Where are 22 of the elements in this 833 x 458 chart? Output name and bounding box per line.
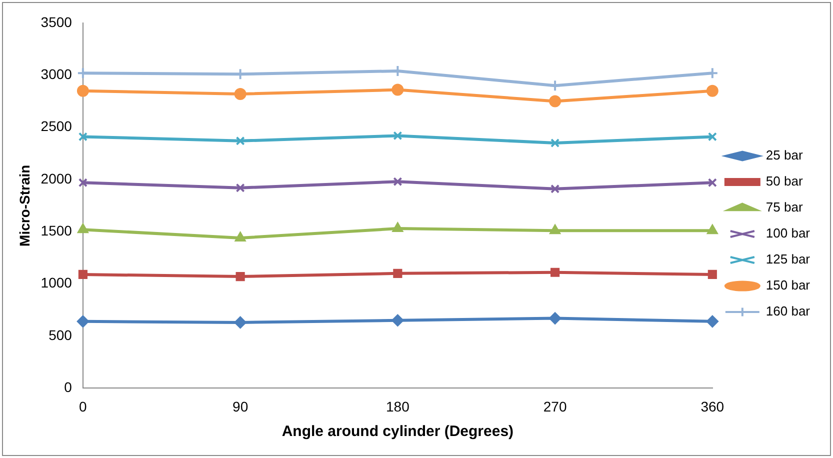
legend-label: 125 bar [766,252,811,267]
y-tick-label: 2000 [40,170,72,186]
x-tick-label: 0 [79,398,88,414]
legend-label: 50 bar [766,174,804,189]
y-tick-label: 2500 [40,118,72,134]
y-axis-title: Micro-Strain [16,164,32,246]
x-tick-label: 360 [700,398,724,414]
legend-label: 150 bar [766,278,811,293]
x-tick-label: 90 [232,398,248,414]
legend-label: 25 bar [766,148,804,163]
y-tick-label: 500 [48,326,72,343]
y-tick-label: 0 [64,379,72,396]
legend-label: 75 bar [766,200,804,215]
legend-label: 160 bar [766,304,811,319]
legend-label: 100 bar [766,226,811,241]
y-tick-label: 1500 [40,222,72,239]
y-tick-label: 3500 [40,14,72,30]
x-axis-title: Angle around cylinder (Degrees) [282,423,514,440]
x-tick-label: 270 [543,398,567,414]
y-tick-label: 1000 [40,274,72,291]
x-tick-label: 180 [386,398,410,414]
y-tick-label: 3000 [40,66,72,82]
